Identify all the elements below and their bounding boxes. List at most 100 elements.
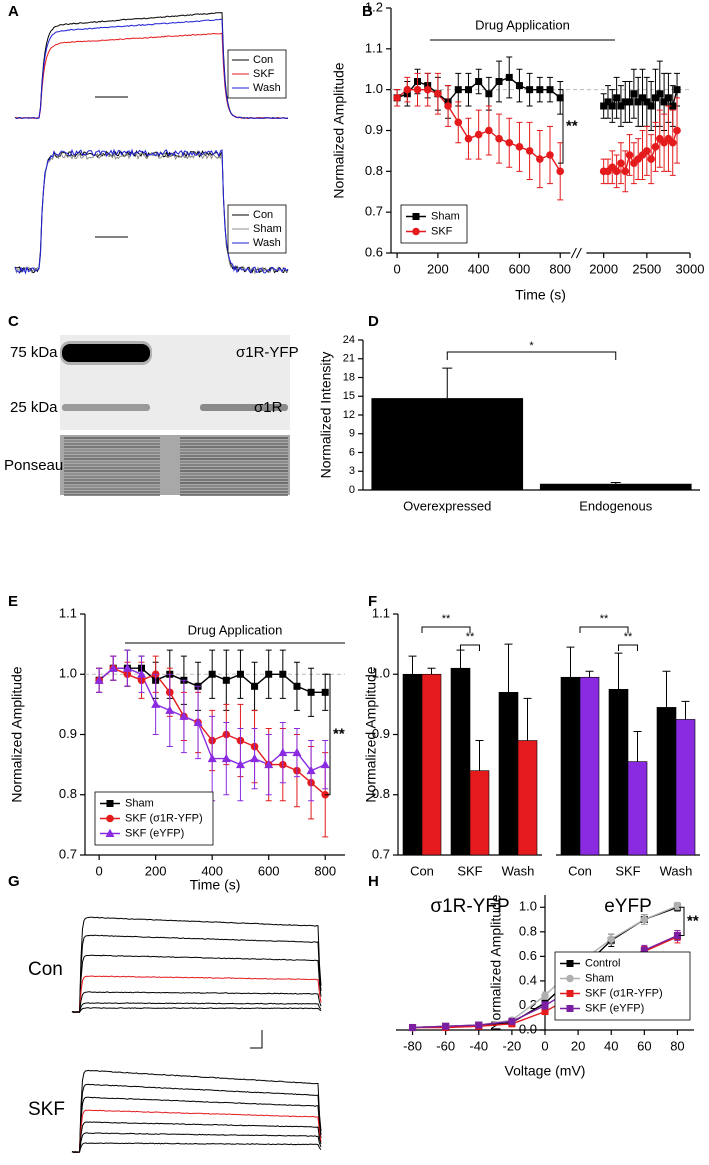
data-point — [393, 94, 401, 102]
marker-label: Ponseau — [4, 457, 63, 474]
data-point — [613, 94, 621, 102]
y-tick-label: 1.1 — [372, 605, 390, 620]
y-tick-label: 12 — [343, 409, 355, 421]
y-tick-label: 0.6 — [519, 948, 537, 963]
legend-marker — [566, 974, 574, 983]
data-point — [505, 73, 513, 81]
data-point — [673, 126, 681, 135]
data-point — [621, 167, 630, 176]
ponceau-stripe — [64, 473, 160, 475]
x-tick-label: Endogenous — [579, 498, 653, 513]
current-trace — [71, 916, 322, 1013]
data-point — [292, 747, 302, 757]
data-point — [643, 98, 651, 106]
ponceau-stripe — [180, 479, 288, 481]
band-endogenous — [200, 404, 288, 411]
data-point — [600, 102, 608, 110]
band-label: σ1R — [254, 399, 283, 416]
error-bar — [614, 652, 623, 690]
legend-label: Con — [253, 54, 273, 66]
data-point — [293, 682, 301, 690]
data-point — [526, 86, 534, 94]
significance-bracket — [679, 906, 685, 936]
legend-label: SKF — [431, 225, 453, 237]
x-tick-label: SKF — [457, 863, 482, 878]
x-tick-label: 3000 — [676, 261, 705, 276]
legend-box — [400, 204, 468, 244]
data-point — [464, 134, 473, 143]
ponceau-stripe — [64, 440, 160, 442]
data-point — [264, 759, 274, 769]
data-point — [536, 86, 544, 94]
ponceau-stripe — [180, 476, 288, 478]
ponceau-stripe — [180, 449, 288, 451]
legend-label: SKF (σ1R-YFP) — [125, 812, 203, 824]
y-tick-label: 0 — [349, 484, 355, 496]
y-tick-label: 1.0 — [519, 899, 537, 914]
ponceau-stripe — [180, 488, 288, 490]
data-point — [485, 126, 493, 135]
data-point — [235, 759, 245, 769]
data-point — [651, 94, 659, 102]
legend-label: Sham — [253, 223, 282, 235]
legend-marker — [566, 1005, 574, 1012]
data-point — [307, 688, 315, 696]
data-point — [625, 151, 634, 159]
legend-label: Control — [585, 957, 620, 969]
bar — [517, 740, 538, 856]
bar — [627, 761, 648, 856]
annotation: Drug Application — [475, 17, 570, 32]
ponceau-stripe — [64, 488, 160, 490]
legend-label: Sham — [585, 972, 614, 984]
data-point — [541, 1001, 549, 1009]
y-tick-label: 1.2 — [365, 0, 383, 14]
ponceau-stripe — [180, 440, 288, 442]
panel-letter: C — [8, 313, 19, 330]
y-tick-label: 9 — [349, 428, 355, 440]
significance-bracket — [618, 644, 638, 651]
y-tick-label: 0.8 — [59, 786, 77, 801]
data-point — [193, 717, 203, 726]
y-tick-label: 0.6 — [365, 244, 383, 259]
y-tick-label: 15 — [343, 390, 355, 402]
y-tick-label: 0.8 — [519, 923, 537, 938]
ponceau-stripe — [64, 476, 160, 478]
ponceau-stripe — [64, 461, 160, 463]
current-trace — [71, 1109, 322, 1153]
x-tick-label: 400 — [201, 863, 223, 878]
panel-letter: B — [362, 3, 373, 20]
ponceau-stripe — [64, 479, 160, 481]
ponceau-stripe — [180, 464, 288, 466]
current-trace — [71, 975, 322, 1013]
data-point — [541, 991, 549, 1000]
data-point — [320, 759, 330, 769]
group-label: eYFP — [604, 896, 652, 917]
error-bar — [475, 740, 484, 771]
panel-letter: H — [368, 873, 379, 890]
data-point — [673, 86, 681, 94]
x-tick-label: 200 — [427, 261, 449, 276]
data-point — [673, 932, 681, 939]
y-tick-label: 18 — [343, 371, 355, 383]
x-tick-label: 20 — [571, 1038, 585, 1053]
ponceau-stripe — [180, 437, 288, 439]
current-trace — [71, 934, 322, 1013]
significance: ** — [687, 912, 699, 929]
data-point — [434, 89, 442, 98]
x-tick-label: 2500 — [632, 261, 661, 276]
data-point — [630, 90, 638, 98]
current-trace — [14, 18, 289, 120]
y-tick-label: 0.2 — [519, 997, 537, 1012]
data-point — [607, 935, 616, 943]
bar — [498, 692, 519, 856]
marker-label: 25 kDa — [10, 399, 58, 416]
data-point — [279, 670, 287, 678]
ponceau-stripe — [64, 437, 160, 439]
data-point — [617, 102, 625, 110]
current-trace — [14, 151, 289, 274]
y-tick-label: 1.1 — [365, 40, 383, 55]
current-trace — [72, 1002, 322, 1013]
x-tick-label: 2000 — [589, 261, 618, 276]
band-label: σ1R-YFP — [236, 344, 299, 361]
x-tick-label: Overexpressed — [403, 498, 491, 513]
